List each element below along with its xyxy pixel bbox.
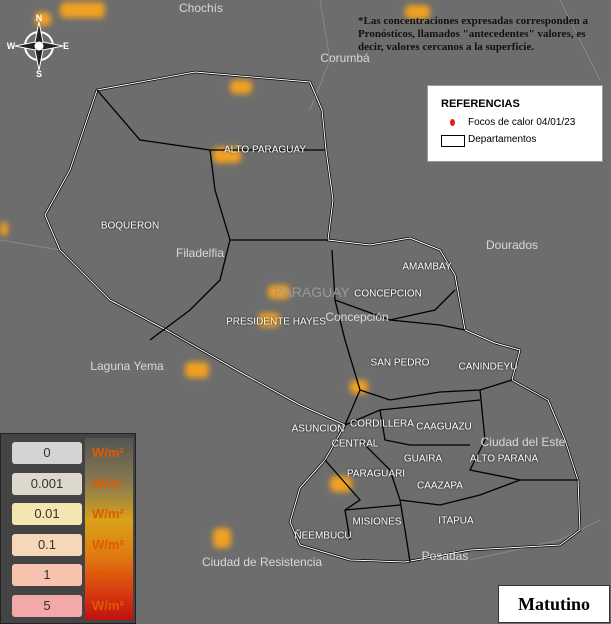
scale-unit: W/m² (92, 567, 124, 582)
references-item: Focos de calor 04/01/23 (468, 117, 576, 128)
department-label: PARAGUARI (346, 468, 406, 480)
place-label: Filadelfia (175, 246, 225, 260)
department-label: CONCEPCION (354, 288, 422, 300)
scale-gradient (85, 438, 133, 620)
scale-unit: W/m² (92, 445, 124, 460)
department-label: ÑEEMBUCU (294, 530, 352, 542)
note: *Las concentraciones expresadas correspo… (358, 15, 588, 53)
scale-unit: W/m² (92, 597, 124, 613)
scale-value: 0 (12, 442, 82, 464)
hotspot-icon (450, 119, 455, 126)
compass-e: E (62, 41, 70, 51)
department-label: ASUNCION (291, 423, 345, 435)
scale-value: 5 (12, 594, 82, 617)
scale-legend: 0 W/m² 0.001 W/m² 0.01 W/m² 0.1 W/m² 1 W/m² 5 W/m² (0, 433, 136, 624)
department-label: PRESIDENTE HAYES (226, 316, 326, 328)
department-label: GUAIRA (403, 453, 443, 465)
scale-unit: W/m² (92, 475, 124, 491)
department-label: AMAMBAY (402, 261, 452, 273)
department-label: CENTRAL (331, 438, 379, 450)
department-borders (96, 89, 578, 563)
department-label: BOQUERON (100, 220, 160, 232)
department-label: ITAPUA (438, 515, 474, 527)
country-outline-light (44, 71, 581, 563)
department-label: CANINDEYU (458, 361, 518, 373)
department-icon (441, 135, 465, 147)
context-borders (0, 0, 601, 561)
department-label: MISIONES (352, 516, 402, 528)
period-label: Matutino (498, 585, 610, 623)
compass-s: S (35, 69, 43, 79)
scale-value: 0.01 (12, 503, 82, 525)
references-box: REFERENCIAS Focos de calor 04/01/23 Depa… (427, 85, 603, 162)
department-label: CORDILLERA (350, 418, 414, 430)
place-label: Ciudad de Resistencia (201, 555, 323, 569)
scale-value: 0.1 (12, 533, 82, 556)
compass-w: W (6, 41, 16, 51)
compass (14, 21, 64, 71)
place-label: PARAGUAY (274, 284, 350, 300)
place-label: Dourados (485, 238, 539, 252)
place-label: Concepción (325, 310, 389, 324)
references-title: REFERENCIAS (441, 98, 520, 110)
scale-value: 0.001 (12, 472, 82, 495)
department-label: ALTO PARAGUAY (223, 144, 307, 156)
scale-unit: W/m² (92, 506, 124, 521)
scale-value: 1 (12, 564, 82, 586)
department-label: SAN PEDRO (370, 357, 430, 369)
references-item: Departamentos (468, 134, 537, 145)
scale-unit: W/m² (92, 536, 124, 552)
place-label: Chochís (178, 1, 224, 15)
place-label: Posadas (421, 549, 469, 563)
place-label: Ciudad del Este (480, 435, 566, 449)
department-label: ALTO PARANA (469, 453, 539, 465)
department-label: CAAGUAZU (416, 421, 472, 433)
department-label: CAAZAPA (417, 480, 463, 492)
place-label: Laguna Yema (90, 359, 164, 373)
place-label: Corumbá (320, 51, 370, 65)
compass-n: N (35, 13, 43, 23)
